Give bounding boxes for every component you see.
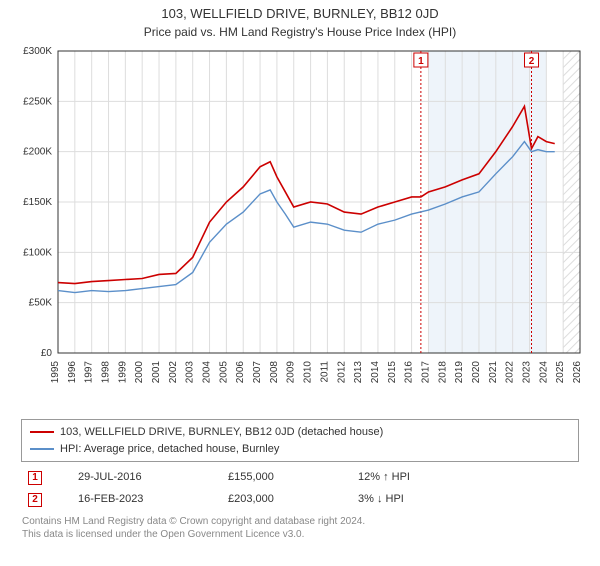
footer-line-1: Contains HM Land Registry data © Crown c… xyxy=(22,515,578,528)
footer-line-2: This data is licensed under the Open Gov… xyxy=(22,528,578,541)
svg-text:2015: 2015 xyxy=(387,361,398,384)
svg-text:2019: 2019 xyxy=(454,361,465,384)
svg-text:2026: 2026 xyxy=(572,361,583,384)
svg-text:2011: 2011 xyxy=(319,361,330,383)
page-subtitle: Price paid vs. HM Land Registry's House … xyxy=(0,25,600,39)
svg-text:2001: 2001 xyxy=(151,361,162,384)
sale-delta: 12% ↑ HPI xyxy=(354,468,576,488)
sales-table: 1 29-JUL-2016£155,00012% ↑ HPI 2 16-FEB-202… xyxy=(22,466,578,511)
legend-row-2: HPI: Average price, detached house, Burn… xyxy=(30,441,570,458)
legend: 103, WELLFIELD DRIVE, BURNLEY, BB12 0JD … xyxy=(21,419,579,462)
svg-text:2017: 2017 xyxy=(420,361,431,384)
page-title: 103, WELLFIELD DRIVE, BURNLEY, BB12 0JD xyxy=(0,6,600,21)
svg-text:2008: 2008 xyxy=(269,361,280,384)
legend-label-2: HPI: Average price, detached house, Burn… xyxy=(60,441,279,458)
sale-date: 29-JUL-2016 xyxy=(74,468,222,488)
svg-text:2002: 2002 xyxy=(168,361,179,384)
svg-text:2022: 2022 xyxy=(505,361,516,384)
svg-text:2009: 2009 xyxy=(286,361,297,384)
sale-marker-icon: 1 xyxy=(28,471,42,485)
svg-text:2006: 2006 xyxy=(235,361,246,384)
sale-marker-icon: 2 xyxy=(28,493,42,507)
svg-text:1998: 1998 xyxy=(101,361,112,384)
svg-text:£100K: £100K xyxy=(23,247,52,258)
svg-text:2014: 2014 xyxy=(370,361,381,384)
svg-text:2013: 2013 xyxy=(353,361,364,384)
svg-text:2020: 2020 xyxy=(471,361,482,384)
svg-text:1: 1 xyxy=(418,56,424,67)
table-row: 1 29-JUL-2016£155,00012% ↑ HPI xyxy=(24,468,576,488)
svg-text:2003: 2003 xyxy=(185,361,196,384)
svg-text:£200K: £200K xyxy=(23,147,52,158)
svg-text:2024: 2024 xyxy=(538,361,549,384)
svg-text:2018: 2018 xyxy=(437,361,448,384)
legend-label-1: 103, WELLFIELD DRIVE, BURNLEY, BB12 0JD … xyxy=(60,424,383,441)
svg-text:1997: 1997 xyxy=(84,361,95,384)
svg-text:2021: 2021 xyxy=(488,361,499,384)
svg-text:1996: 1996 xyxy=(67,361,78,384)
svg-text:2012: 2012 xyxy=(336,361,347,384)
table-row: 2 16-FEB-2023£203,0003% ↓ HPI xyxy=(24,490,576,510)
svg-text:2016: 2016 xyxy=(404,361,415,384)
legend-swatch-1 xyxy=(30,431,54,433)
svg-text:2005: 2005 xyxy=(218,361,229,384)
footer: Contains HM Land Registry data © Crown c… xyxy=(22,515,578,541)
price-chart: £0 £50K £100K £150K £200K £250K £300K 1995 1996 1… xyxy=(10,43,590,413)
sale-date: 16-FEB-2023 xyxy=(74,490,222,510)
svg-text:£300K: £300K xyxy=(23,46,52,57)
svg-text:2004: 2004 xyxy=(202,361,213,384)
svg-text:£50K: £50K xyxy=(29,298,53,309)
svg-text:2025: 2025 xyxy=(555,361,566,384)
svg-text:£0: £0 xyxy=(41,348,53,359)
svg-text:2000: 2000 xyxy=(134,361,145,384)
sale-delta: 3% ↓ HPI xyxy=(354,490,576,510)
sale-price: £155,000 xyxy=(224,468,352,488)
legend-swatch-2 xyxy=(30,448,54,450)
svg-text:1999: 1999 xyxy=(117,361,128,384)
svg-text:2007: 2007 xyxy=(252,361,263,384)
svg-text:£250K: £250K xyxy=(23,96,52,107)
svg-text:2010: 2010 xyxy=(303,361,314,384)
svg-text:£150K: £150K xyxy=(23,197,52,208)
svg-text:2023: 2023 xyxy=(521,361,532,384)
svg-text:2: 2 xyxy=(529,56,535,67)
sale-price: £203,000 xyxy=(224,490,352,510)
legend-row-1: 103, WELLFIELD DRIVE, BURNLEY, BB12 0JD … xyxy=(30,424,570,441)
svg-text:1995: 1995 xyxy=(50,361,61,384)
